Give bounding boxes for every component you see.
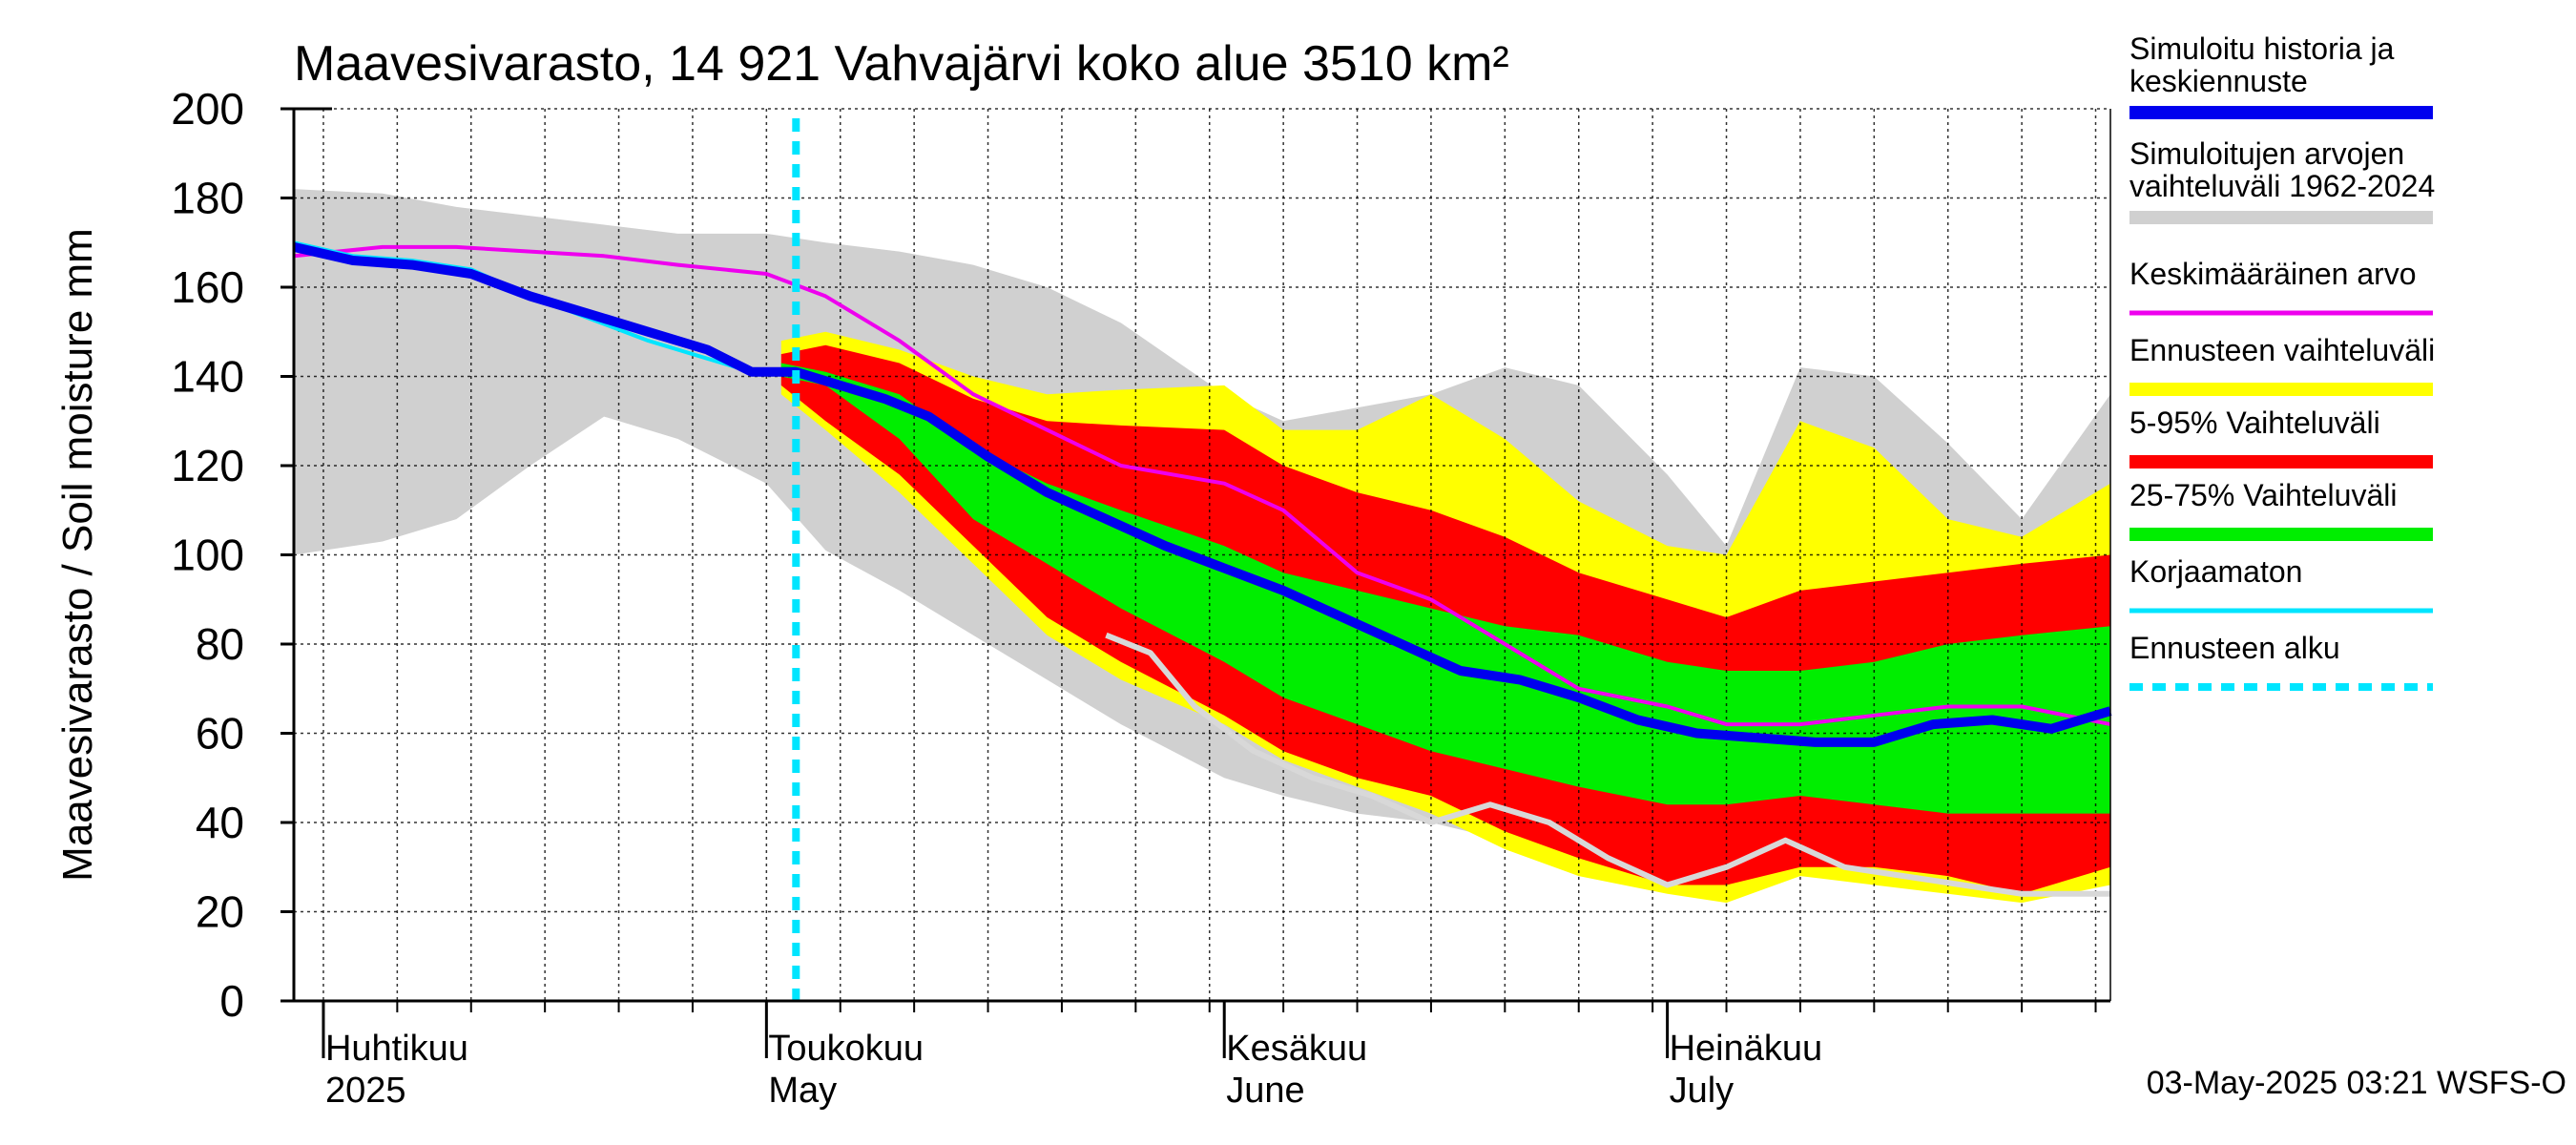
- x-month-label-en: June: [1226, 1071, 1304, 1111]
- chart-lines: [292, 118, 2112, 1001]
- legend-label-mean: Keskimääräinen arvo: [2129, 257, 2417, 291]
- y-axis-label: Maavesivarasto / Soil moisture mm: [54, 228, 101, 882]
- x-month-label-en: 2025: [325, 1071, 406, 1111]
- legend-label-fc_range: Ennusteen vaihteluväli: [2129, 333, 2435, 367]
- y-tick-label: 20: [196, 887, 244, 937]
- legend-label-fc_start: Ennusteen alku: [2129, 631, 2340, 665]
- band-25-75: [780, 363, 2110, 814]
- x-month-label-fi: Toukokuu: [768, 1029, 924, 1069]
- y-tick-label: 120: [171, 441, 244, 490]
- chart-axes: [280, 107, 2111, 1058]
- x-month-label-fi: Kesäkuu: [1226, 1029, 1367, 1069]
- y-tick-label: 180: [171, 174, 244, 223]
- legend-label-range_hist: Simuloitujen arvojen vaihteluväli 1962-20…: [2129, 136, 2435, 203]
- y-tick-label: 100: [171, 531, 244, 580]
- legend-label-p25_75: 25-75% Vaihteluväli: [2129, 478, 2397, 512]
- line-historical-gray: [1105, 632, 2110, 897]
- x-month-label-fi: Heinäkuu: [1670, 1029, 1823, 1069]
- line-mean: [293, 244, 2111, 727]
- y-tick-label: 40: [196, 798, 244, 847]
- legend-label-sim: Simuloitu historia ja keskiennuste: [2129, 31, 2395, 98]
- y-tick-labels: 0 20 40 60 80 100 120 140 160 180 200: [171, 84, 244, 1026]
- line-simulated: [292, 242, 2112, 747]
- y-tick-label: 140: [171, 352, 244, 402]
- y-tick-label: 60: [196, 709, 244, 759]
- y-tick-label: 200: [171, 84, 244, 134]
- y-tick-label: 80: [196, 619, 244, 669]
- y-tick-label: 160: [171, 262, 244, 312]
- legend-label-uncorr: Korjaamaton: [2129, 554, 2302, 589]
- x-month-label-en: May: [768, 1071, 837, 1111]
- chart-legend: Simuloitu historia ja keskiennuste Simuloi…: [2129, 31, 2435, 691]
- chart-title: Maavesivarasto, 14 921 Vahvajärvi koko a…: [294, 36, 1509, 92]
- y-tick-label: 0: [219, 976, 244, 1026]
- timestamp: 03-May-2025 03:21 WSFS-O: [2147, 1065, 2566, 1101]
- x-month-label-fi: Huhtikuu: [325, 1029, 468, 1069]
- x-month-label-en: July: [1670, 1071, 1735, 1111]
- legend-label-p5_95: 5-95% Vaihteluväli: [2129, 406, 2380, 440]
